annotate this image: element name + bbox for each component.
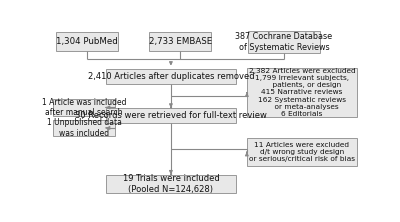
- FancyBboxPatch shape: [106, 174, 236, 193]
- FancyBboxPatch shape: [56, 32, 118, 52]
- Text: 387 Cochrane Database
of Systematic Reviews: 387 Cochrane Database of Systematic Revi…: [236, 32, 333, 52]
- FancyBboxPatch shape: [106, 69, 236, 84]
- Text: 2,410 Articles after duplicates removed: 2,410 Articles after duplicates removed: [88, 72, 254, 81]
- Text: 2,733 EMBASE: 2,733 EMBASE: [148, 37, 212, 46]
- Text: 1 Unpublished data
was included: 1 Unpublished data was included: [47, 118, 122, 138]
- FancyBboxPatch shape: [53, 99, 115, 115]
- Text: 19 Trials were included
(Pooled N=124,628): 19 Trials were included (Pooled N=124,62…: [122, 174, 219, 194]
- Text: 2,382 Articles were excluded
1,799 Irrelevant subjects,
    patients, or design
: 2,382 Articles were excluded 1,799 Irrel…: [248, 68, 355, 117]
- Text: 1,304 PubMed: 1,304 PubMed: [56, 37, 118, 46]
- FancyBboxPatch shape: [247, 68, 357, 117]
- Text: 30 Records were retrieved for full-text review: 30 Records were retrieved for full-text …: [75, 111, 267, 120]
- FancyBboxPatch shape: [149, 32, 211, 52]
- FancyBboxPatch shape: [247, 138, 357, 166]
- Text: 1 Article was included
after manual search: 1 Article was included after manual sear…: [42, 97, 126, 117]
- FancyBboxPatch shape: [248, 31, 320, 53]
- FancyBboxPatch shape: [53, 120, 115, 136]
- FancyBboxPatch shape: [106, 108, 236, 123]
- Text: 11 Articles were excluded
d/t wrong study design
or serious/critical risk of bia: 11 Articles were excluded d/t wrong stud…: [249, 142, 355, 162]
